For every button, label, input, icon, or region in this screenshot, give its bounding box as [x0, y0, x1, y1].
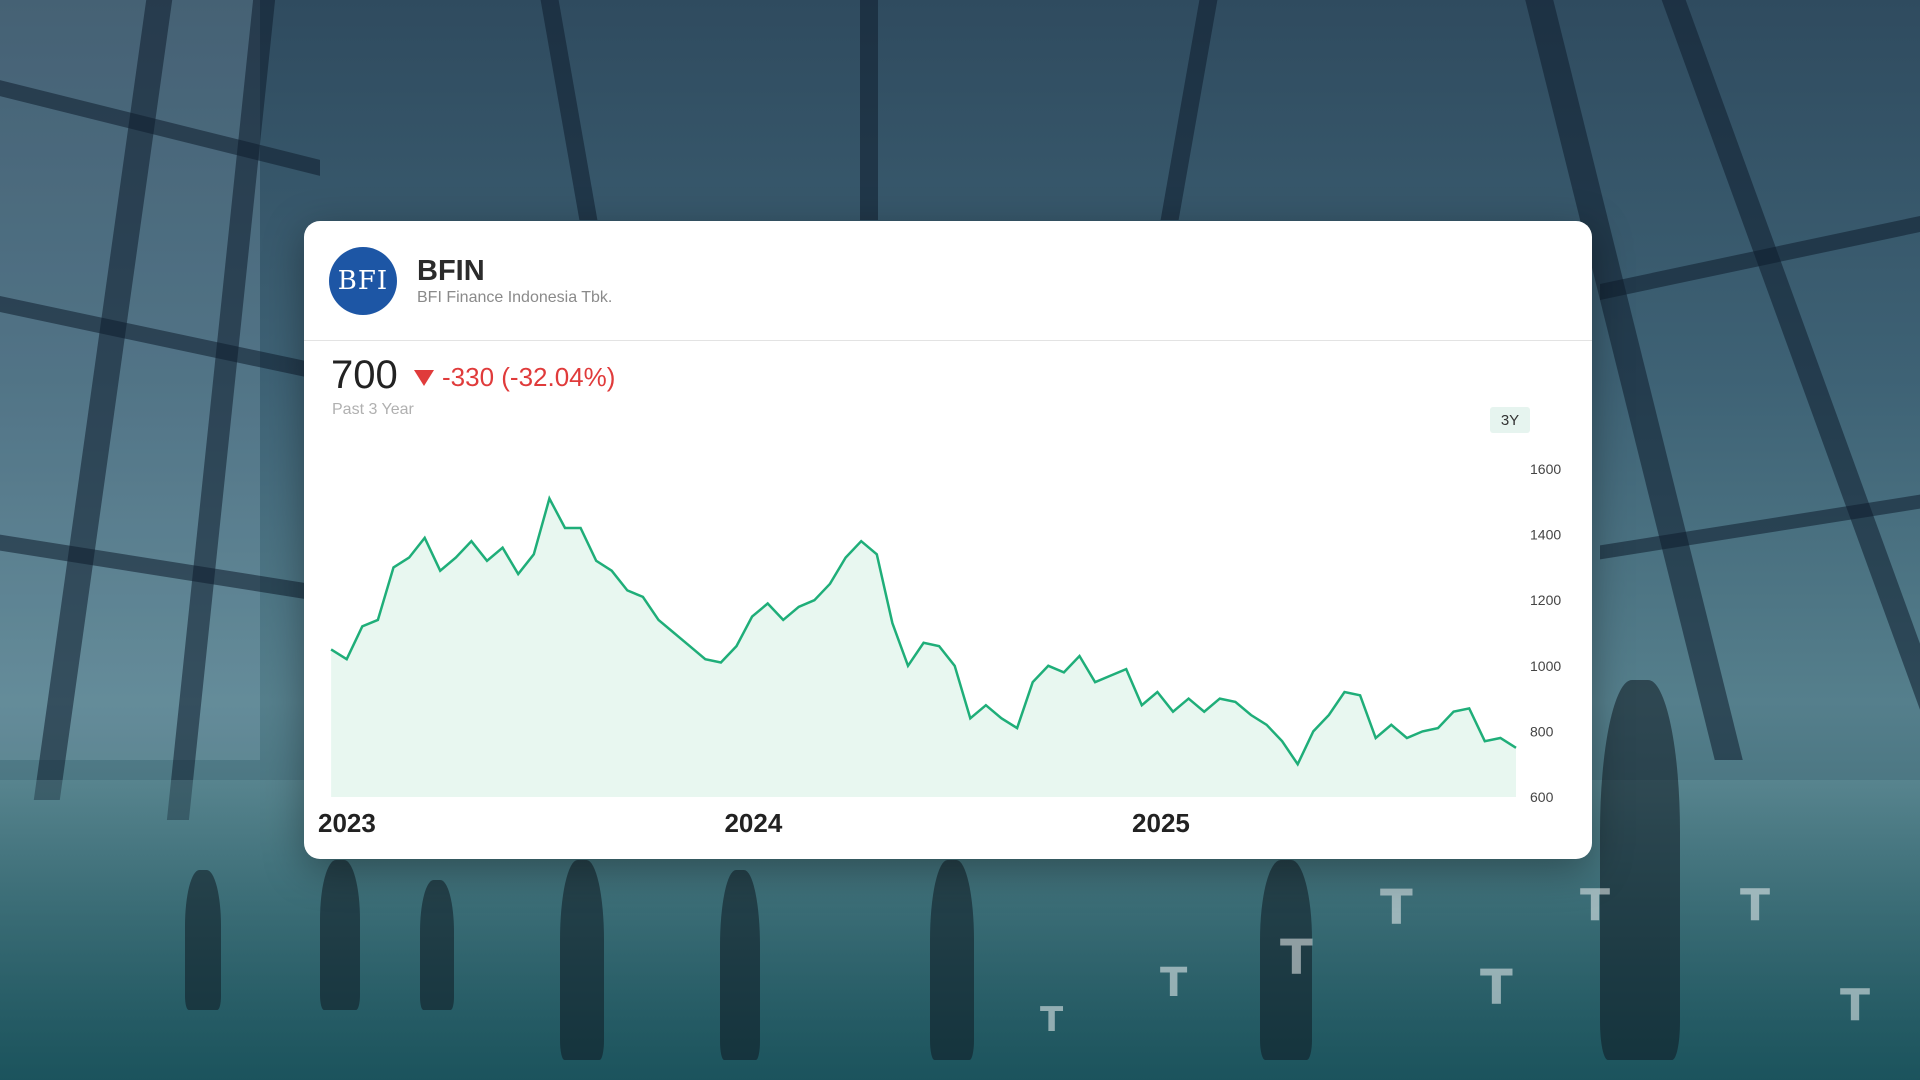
y-axis-ticks: 1600 1400 1200 1000 800 600 — [1530, 461, 1561, 805]
person-silhouette — [1600, 680, 1680, 1060]
period-label: Past 3 Year — [332, 401, 414, 418]
price-change: -330 (-32.04%) — [414, 362, 615, 393]
watermark-t-icon: T — [1840, 980, 1871, 1031]
x-tick-label: 2024 — [724, 808, 782, 838]
price-line — [330, 495, 1517, 767]
y-tick-label: 600 — [1530, 789, 1554, 805]
x-axis-ticks: 2023 2024 2025 — [318, 808, 1190, 838]
watermark-t-icon: T — [1380, 880, 1413, 936]
down-triangle-icon — [414, 369, 434, 386]
window-frame — [540, 0, 598, 220]
price-change-value: -330 (-32.04%) — [442, 362, 616, 392]
y-tick-label: 1200 — [1530, 592, 1561, 608]
watermark-t-icon: T — [1280, 930, 1313, 986]
card-header: BFI BFIN BFI Finance Indonesia Tbk. — [304, 221, 1592, 341]
y-tick-label: 1600 — [1530, 461, 1561, 477]
window-frame — [1160, 0, 1218, 220]
watermark-t-icon: T — [1480, 960, 1513, 1016]
stock-card: BFI BFIN BFI Finance Indonesia Tbk. 700 … — [304, 221, 1592, 859]
watermark-t-icon: T — [1580, 880, 1611, 931]
watermark-t-icon: T — [1040, 1000, 1064, 1040]
ticker-symbol: BFIN — [417, 255, 485, 287]
company-logo: BFI — [329, 247, 397, 315]
company-name: BFI Finance Indonesia Tbk. — [417, 289, 613, 306]
person-silhouette — [1260, 860, 1312, 1060]
y-tick-label: 800 — [1530, 723, 1554, 739]
x-tick-label: 2023 — [318, 808, 376, 838]
current-price: 700 — [331, 353, 398, 397]
person-silhouette — [185, 870, 221, 1010]
price-chart: 1600 1400 1200 1000 800 600 2023 2024 2025 — [318, 461, 1561, 838]
person-silhouette — [720, 870, 760, 1060]
price-area-fill — [331, 498, 1517, 797]
person-silhouette — [320, 860, 360, 1010]
person-silhouette — [560, 860, 604, 1060]
x-tick-label: 2025 — [1132, 808, 1190, 838]
y-tick-label: 1000 — [1530, 658, 1561, 674]
watermark-t-icon: T — [1160, 960, 1188, 1006]
window-frame — [860, 0, 878, 220]
person-silhouette — [930, 860, 974, 1060]
y-tick-label: 1400 — [1530, 527, 1561, 543]
range-3y-button[interactable]: 3Y — [1490, 407, 1530, 433]
person-silhouette — [420, 880, 454, 1010]
watermark-t-icon: T — [1740, 880, 1771, 931]
